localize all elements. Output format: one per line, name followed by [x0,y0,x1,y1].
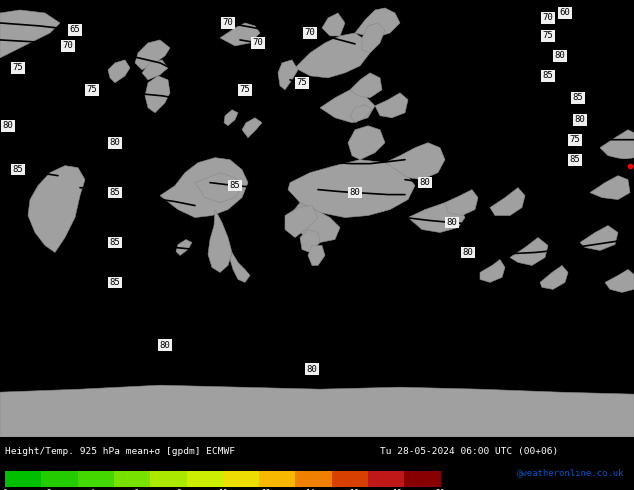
Text: 80: 80 [555,51,566,60]
Bar [5,471,41,487]
Polygon shape [580,225,618,250]
Bar [114,471,150,487]
Bar [404,471,441,487]
Polygon shape [292,202,340,243]
Bar [150,471,186,487]
Text: 80: 80 [110,138,120,147]
Polygon shape [295,33,370,78]
Polygon shape [145,76,170,113]
Text: 75: 75 [240,85,250,94]
Text: 75: 75 [13,63,23,73]
Text: 12: 12 [262,489,271,490]
Polygon shape [348,126,385,160]
Text: Height/Temp. 925 hPa mean+σ [gpdm] ECMWF: Height/Temp. 925 hPa mean+σ [gpdm] ECMWF [5,446,235,456]
Polygon shape [362,23,385,53]
Polygon shape [285,206,318,238]
Polygon shape [108,60,130,83]
Polygon shape [300,229,320,252]
Polygon shape [322,13,345,36]
Polygon shape [176,240,192,255]
Text: 18: 18 [392,489,402,490]
Text: 80: 80 [463,248,474,257]
Text: 85: 85 [230,181,240,190]
Polygon shape [600,130,634,160]
Polygon shape [142,60,168,80]
Polygon shape [490,188,525,216]
Polygon shape [28,166,85,252]
Text: 85: 85 [110,278,120,287]
Bar [186,471,223,487]
Text: 14: 14 [305,489,315,490]
Text: 70: 70 [63,41,74,50]
Polygon shape [224,110,238,126]
Polygon shape [278,60,298,90]
Polygon shape [510,238,548,266]
Bar [223,471,259,487]
Bar [332,471,368,487]
Text: 85: 85 [569,155,580,164]
Polygon shape [605,270,634,293]
Text: 80: 80 [307,365,318,374]
Polygon shape [220,23,260,46]
Text: 70: 70 [304,28,315,37]
Text: 65: 65 [70,25,81,34]
Text: 75: 75 [543,31,553,40]
Text: Tu 28-05-2024 06:00 UTC (00+06): Tu 28-05-2024 06:00 UTC (00+06) [380,446,559,456]
Text: 75: 75 [87,85,98,94]
Polygon shape [480,259,505,282]
Polygon shape [0,385,634,437]
Text: 80: 80 [349,188,360,197]
Text: 16: 16 [349,489,358,490]
Text: 85: 85 [110,188,120,197]
Polygon shape [408,202,465,233]
Text: @weatheronline.co.uk: @weatheronline.co.uk [517,468,624,478]
Text: 2: 2 [46,489,51,490]
Text: 0: 0 [3,489,8,490]
Bar [368,471,404,487]
Text: 10: 10 [218,489,228,490]
Text: 80: 80 [420,178,430,187]
Text: 80: 80 [446,218,457,227]
Text: 70: 70 [252,38,263,48]
Polygon shape [350,105,372,122]
Polygon shape [540,266,568,290]
Text: 80: 80 [3,121,13,130]
Text: 20: 20 [436,489,446,490]
Polygon shape [308,245,325,266]
Polygon shape [242,118,262,138]
Polygon shape [320,90,375,122]
Bar [259,471,295,487]
Bar [41,471,77,487]
Text: 80: 80 [160,341,171,350]
Text: 85: 85 [13,165,23,174]
Text: 85: 85 [110,238,120,247]
Text: 70: 70 [543,13,553,23]
Polygon shape [375,93,408,118]
Polygon shape [0,10,60,58]
Polygon shape [230,252,250,282]
Text: 75: 75 [297,78,307,87]
Polygon shape [385,143,445,180]
Polygon shape [590,175,630,199]
Polygon shape [135,40,170,70]
Text: 60: 60 [560,8,571,18]
Text: 80: 80 [574,115,585,124]
Bar [295,471,332,487]
Polygon shape [288,160,415,218]
Bar [77,471,114,487]
Polygon shape [195,172,242,202]
Polygon shape [350,73,382,98]
Text: 85: 85 [543,72,553,80]
Polygon shape [160,158,248,218]
Text: 6: 6 [133,489,138,490]
Text: 4: 4 [90,489,94,490]
Text: 85: 85 [573,93,583,102]
Text: 75: 75 [569,135,580,144]
Polygon shape [208,210,232,272]
Polygon shape [445,190,478,216]
Polygon shape [355,8,400,38]
Text: 70: 70 [223,19,233,27]
Text: 8: 8 [177,489,182,490]
